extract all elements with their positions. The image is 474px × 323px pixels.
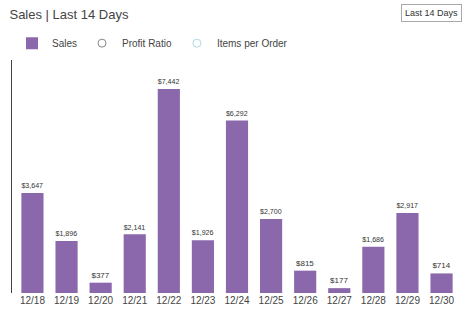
svg-text:12/26: 12/26 (293, 295, 318, 306)
svg-text:$177: $177 (330, 276, 348, 285)
svg-text:12/23: 12/23 (190, 295, 215, 306)
svg-text:$2,917: $2,917 (396, 202, 418, 210)
svg-text:12/19: 12/19 (54, 295, 79, 306)
svg-text:$6,292: $6,292 (226, 110, 248, 118)
svg-text:12/29: 12/29 (395, 295, 420, 306)
svg-text:Sales: Sales (52, 38, 77, 49)
svg-text:$7,442: $7,442 (158, 78, 180, 86)
svg-text:12/25: 12/25 (259, 295, 284, 306)
svg-text:$2,700: $2,700 (260, 208, 282, 216)
svg-text:Sales | Last 14 Days: Sales | Last 14 Days (9, 7, 128, 22)
svg-text:Items per Order: Items per Order (217, 38, 288, 49)
svg-text:12/28: 12/28 (361, 295, 386, 306)
svg-text:$1,896: $1,896 (55, 230, 77, 238)
svg-text:$714: $714 (432, 261, 450, 270)
svg-text:$3,647: $3,647 (21, 182, 43, 190)
svg-text:$815: $815 (296, 259, 314, 268)
svg-text:$2,141: $2,141 (124, 224, 146, 232)
svg-text:12/27: 12/27 (327, 295, 352, 306)
svg-text:$1,686: $1,686 (362, 236, 384, 244)
svg-text:12/22: 12/22 (156, 295, 181, 306)
svg-text:Profit Ratio: Profit Ratio (122, 38, 172, 49)
svg-text:12/20: 12/20 (88, 295, 113, 306)
svg-text:12/18: 12/18 (20, 295, 45, 306)
svg-text:Last 14 Days: Last 14 Days (405, 8, 458, 18)
svg-text:12/30: 12/30 (429, 295, 454, 306)
svg-text:$1,926: $1,926 (192, 229, 214, 237)
svg-text:$377: $377 (91, 271, 109, 280)
svg-text:12/24: 12/24 (224, 295, 249, 306)
svg-text:12/21: 12/21 (122, 295, 147, 306)
